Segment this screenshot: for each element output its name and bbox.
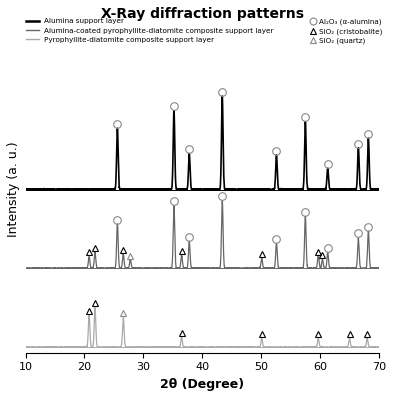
X-axis label: 2θ (Degree): 2θ (Degree) xyxy=(160,378,244,391)
Y-axis label: Intensity (a. u.): Intensity (a. u.) xyxy=(7,141,20,237)
Legend: Al₂O₃ (α-alumina), SiO₂ (cristobalite), SiO₂ (quartz): Al₂O₃ (α-alumina), SiO₂ (cristobalite), … xyxy=(309,18,382,45)
Title: X-Ray diffraction patterns: X-Ray diffraction patterns xyxy=(101,7,304,21)
